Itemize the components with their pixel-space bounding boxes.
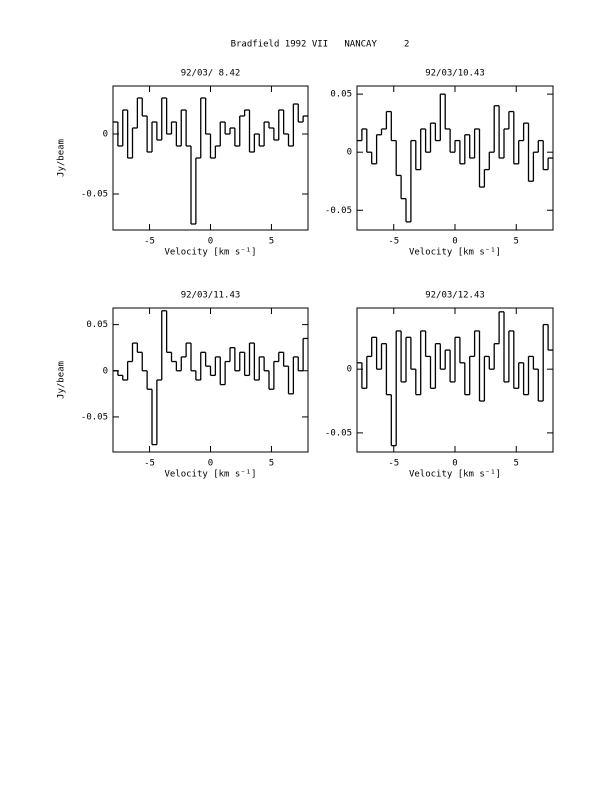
y-tick-label: -0.05 [325, 428, 352, 438]
y-tick-label: -0.05 [325, 206, 352, 216]
figure-title: Bradfield 1992 VII NANCAY 2 [231, 40, 410, 50]
y-axis-label: Jy/beam [57, 361, 67, 399]
x-tick-label: 5 [269, 237, 274, 247]
y-tick-label: -0.05 [81, 190, 108, 200]
panel-title: 92/03/ 8.42 [181, 69, 241, 79]
x-tick-label: 0 [452, 237, 457, 247]
y-tick-label: -0.05 [81, 412, 108, 422]
y-tick-label: 0 [103, 130, 108, 140]
x-tick-label: 0 [208, 459, 213, 469]
x-tick-label: 0 [452, 459, 457, 469]
x-tick-label: 5 [514, 459, 519, 469]
x-axis-label: Velocity [km s⁻¹] [164, 248, 256, 258]
x-axis-label: Velocity [km s⁻¹] [409, 470, 501, 480]
y-axis-label: Jy/beam [57, 139, 67, 177]
panel-title: 92/03/11.43 [181, 291, 241, 301]
x-axis-label: Velocity [km s⁻¹] [164, 470, 256, 480]
x-tick-label: -5 [388, 237, 399, 247]
x-tick-label: -5 [144, 459, 155, 469]
y-tick-label: 0 [103, 366, 108, 376]
x-tick-label: 0 [208, 237, 213, 247]
y-tick-label: 0.05 [86, 320, 108, 330]
x-tick-label: -5 [144, 237, 155, 247]
x-tick-label: 5 [269, 459, 274, 469]
x-tick-label: -5 [388, 459, 399, 469]
y-tick-label: 0 [347, 148, 352, 158]
x-tick-label: 5 [514, 237, 519, 247]
y-tick-label: 0 [347, 365, 352, 375]
y-tick-label: 0.05 [330, 90, 352, 100]
x-axis-label: Velocity [km s⁻¹] [409, 248, 501, 258]
panel-title: 92/03/10.43 [425, 69, 485, 79]
panel-title: 92/03/12.43 [425, 291, 485, 301]
